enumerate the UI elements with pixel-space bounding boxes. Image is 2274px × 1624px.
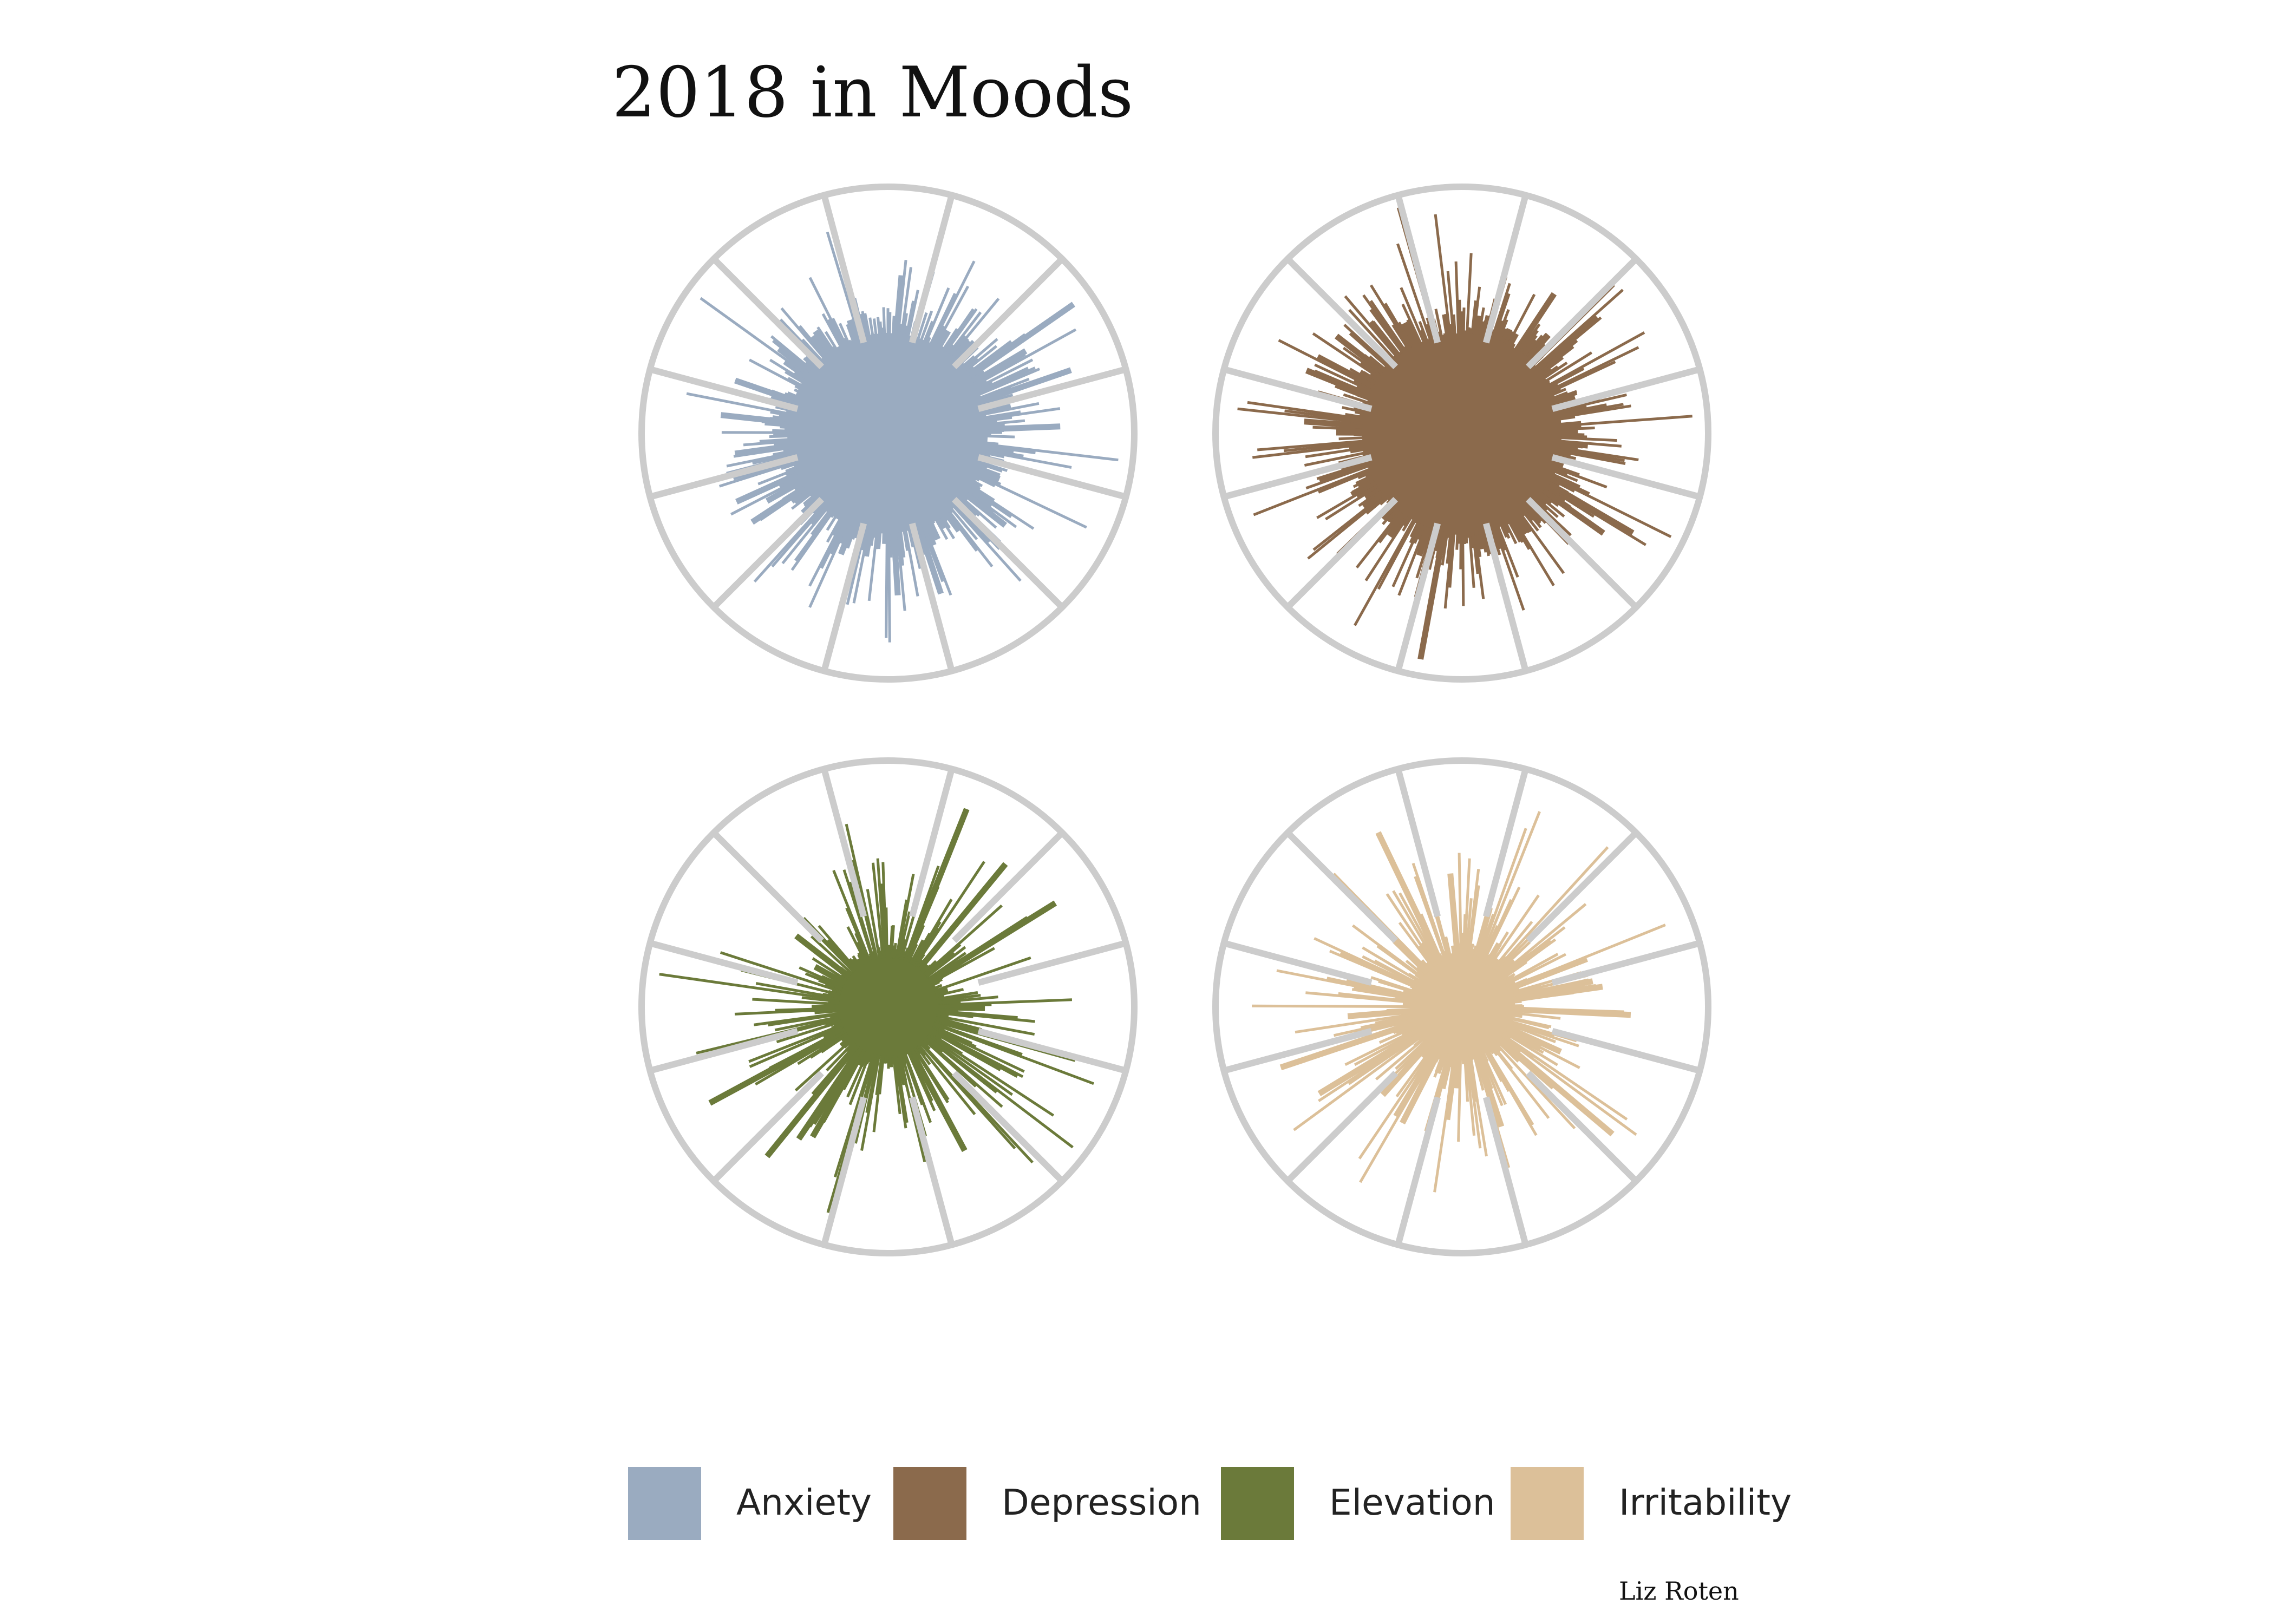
month-spoke bbox=[1459, 194, 1529, 434]
month-spoke bbox=[885, 1006, 955, 1246]
month-spoke bbox=[1223, 430, 1463, 500]
month-spoke bbox=[1459, 1006, 1529, 1246]
month-spoke bbox=[887, 940, 1127, 1010]
month-spoke bbox=[885, 194, 955, 434]
month-spoke bbox=[1461, 366, 1701, 436]
month-spoke bbox=[887, 430, 1127, 500]
legend-swatch bbox=[893, 1467, 966, 1540]
month-spoke bbox=[711, 430, 891, 610]
legend-item-anxiety: Anxiety bbox=[628, 1467, 872, 1540]
wheel-ring bbox=[1212, 184, 1711, 683]
month-spoke bbox=[1461, 430, 1701, 500]
month-spoke bbox=[1459, 1004, 1638, 1183]
legend-item-irritability: Irritability bbox=[1511, 1467, 1792, 1540]
wheel-elevation bbox=[638, 757, 1138, 1256]
month-spoke bbox=[887, 1004, 1127, 1074]
wheels-group bbox=[638, 184, 1711, 1256]
month-spoke bbox=[1459, 257, 1638, 436]
month-spoke bbox=[1459, 768, 1529, 1008]
month-spoke bbox=[1395, 194, 1465, 434]
month-spoke bbox=[1461, 1004, 1701, 1074]
wheel-core bbox=[839, 958, 937, 1056]
month-spoke bbox=[1395, 768, 1465, 1008]
month-spoke bbox=[885, 432, 955, 672]
credit-text: Liz Roten bbox=[1619, 1576, 1739, 1606]
wheel-core bbox=[1413, 958, 1511, 1056]
month-spoke bbox=[649, 940, 889, 1010]
chart-title: 2018 in Moods bbox=[612, 53, 1133, 133]
legend-swatch bbox=[1221, 1467, 1294, 1540]
month-spoke bbox=[649, 430, 889, 500]
month-spoke bbox=[885, 257, 1064, 436]
legend-label: Anxiety bbox=[736, 1482, 872, 1523]
month-spoke bbox=[649, 366, 889, 436]
month-spoke bbox=[821, 432, 891, 672]
wheel-depression bbox=[1212, 184, 1711, 683]
month-spoke bbox=[1459, 430, 1638, 610]
legend-swatch bbox=[628, 1467, 701, 1540]
month-spoke bbox=[821, 1006, 891, 1246]
month-spoke bbox=[1285, 430, 1465, 610]
month-spoke bbox=[887, 366, 1127, 436]
month-spoke bbox=[821, 768, 891, 1008]
month-spoke bbox=[1223, 366, 1463, 436]
wheel-ring bbox=[1212, 757, 1711, 1256]
legend-swatch bbox=[1511, 1467, 1584, 1540]
month-spoke bbox=[1285, 257, 1465, 436]
month-spoke bbox=[1395, 1006, 1465, 1246]
month-spoke bbox=[1459, 830, 1638, 1010]
legend-item-depression: Depression bbox=[893, 1467, 1201, 1540]
month-spoke bbox=[1285, 1004, 1465, 1183]
month-spoke bbox=[885, 430, 1064, 610]
month-spoke bbox=[1461, 940, 1701, 1010]
wheel-anxiety bbox=[638, 184, 1138, 683]
wheel-core bbox=[788, 333, 988, 533]
wheel-irritability bbox=[1212, 757, 1711, 1256]
month-spoke bbox=[711, 1004, 891, 1183]
legend-label: Depression bbox=[1002, 1482, 1201, 1523]
month-spoke bbox=[1223, 940, 1463, 1010]
month-spoke bbox=[1285, 830, 1465, 1010]
wheel-core bbox=[1362, 333, 1562, 533]
month-spoke bbox=[1459, 432, 1529, 672]
legend-label: Irritability bbox=[1619, 1482, 1792, 1523]
month-spoke bbox=[885, 1004, 1064, 1183]
wheel-ring bbox=[638, 757, 1138, 1256]
month-spoke bbox=[711, 257, 891, 436]
month-spoke bbox=[1395, 432, 1465, 672]
month-spoke bbox=[885, 830, 1064, 1010]
month-spoke bbox=[885, 768, 955, 1008]
month-spoke bbox=[649, 1004, 889, 1074]
month-spoke bbox=[1223, 1004, 1463, 1074]
legend-label: Elevation bbox=[1329, 1482, 1495, 1523]
legend-item-elevation: Elevation bbox=[1221, 1467, 1495, 1540]
wheel-ring bbox=[638, 184, 1138, 683]
legend: Anxiety Depression Elevation Irritability bbox=[628, 1467, 1792, 1540]
month-spoke bbox=[821, 194, 891, 434]
month-spoke bbox=[711, 830, 891, 1010]
